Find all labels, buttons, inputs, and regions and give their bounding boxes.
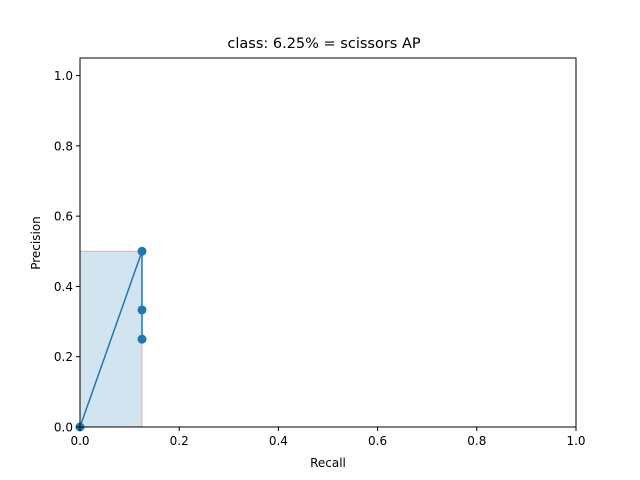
plot-area [75,246,147,432]
y-tick-label: 0.2 [54,350,73,364]
x-tick-label: 0.2 [170,434,189,448]
x-tick-label: 0.6 [368,434,387,448]
series-line [79,251,143,428]
y-tick-label: 0.8 [54,139,73,153]
y-tick-label: 0.4 [54,280,73,294]
x-tick-label: 0.0 [70,434,89,448]
x-tick-label: 0.4 [269,434,288,448]
y-tick-label: 0.0 [54,421,73,435]
data-point [137,246,147,256]
y-axis: 0.0 0.2 0.4 0.6 0.8 1.0 [54,69,80,435]
x-axis: 0.0 0.2 0.4 0.6 0.8 1.0 [70,427,586,448]
x-tick-label: 0.8 [467,434,486,448]
y-tick-label: 0.6 [54,210,73,224]
x-axis-label: Recall [310,456,346,470]
plot-frame [79,57,577,428]
y-axis-label: Precision [29,216,43,270]
data-point [137,305,147,315]
y-tick-label: 1.0 [54,69,73,83]
data-point [137,334,147,344]
chart-title: class: 6.25% = scissors AP [227,36,420,52]
x-tick-label: 1.0 [566,434,585,448]
